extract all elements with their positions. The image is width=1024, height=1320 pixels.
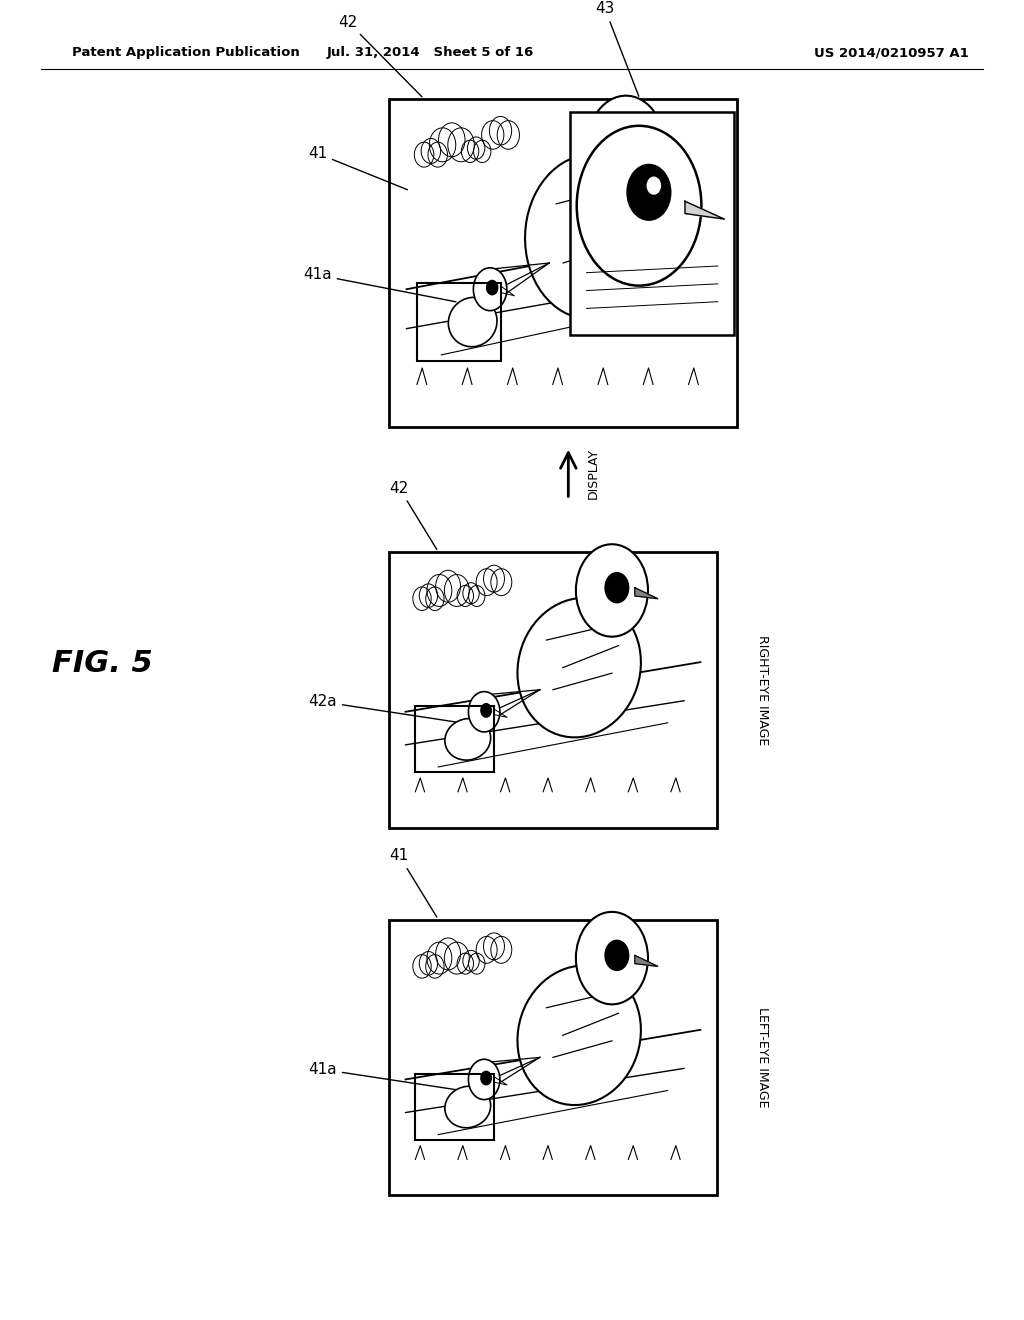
Text: Jul. 31, 2014   Sheet 5 of 16: Jul. 31, 2014 Sheet 5 of 16 bbox=[327, 46, 534, 59]
Circle shape bbox=[468, 692, 500, 733]
Polygon shape bbox=[650, 141, 675, 154]
Circle shape bbox=[605, 941, 629, 970]
Bar bbox=[570, 112, 734, 335]
Text: 42: 42 bbox=[390, 480, 437, 549]
Polygon shape bbox=[635, 956, 657, 966]
Text: Patent Application Publication: Patent Application Publication bbox=[72, 46, 299, 59]
Ellipse shape bbox=[444, 718, 490, 760]
Text: FIG. 5: FIG. 5 bbox=[52, 649, 153, 678]
Text: 41a: 41a bbox=[303, 268, 456, 302]
Circle shape bbox=[618, 125, 643, 157]
Text: 41: 41 bbox=[390, 849, 437, 917]
Circle shape bbox=[628, 165, 671, 219]
Circle shape bbox=[575, 912, 648, 1005]
Text: RIGHT-EYE IMAGE: RIGHT-EYE IMAGE bbox=[757, 635, 769, 744]
Text: 42a: 42a bbox=[308, 694, 459, 722]
Ellipse shape bbox=[517, 966, 641, 1105]
Polygon shape bbox=[635, 587, 657, 599]
Text: 41: 41 bbox=[308, 147, 408, 190]
Text: US 2014/0210957 A1: US 2014/0210957 A1 bbox=[813, 46, 969, 59]
Ellipse shape bbox=[525, 154, 657, 319]
Text: DISPLAY: DISPLAY bbox=[587, 447, 600, 499]
Circle shape bbox=[486, 280, 498, 294]
Text: 41a: 41a bbox=[308, 1061, 459, 1090]
Circle shape bbox=[481, 704, 492, 717]
Bar bbox=[389, 99, 737, 428]
Bar bbox=[389, 920, 717, 1195]
Bar bbox=[416, 1074, 494, 1140]
Circle shape bbox=[473, 268, 507, 310]
Text: LEFT-EYE IMAGE: LEFT-EYE IMAGE bbox=[757, 1007, 769, 1107]
Circle shape bbox=[605, 573, 629, 602]
Bar bbox=[389, 552, 717, 828]
Circle shape bbox=[647, 177, 660, 194]
Circle shape bbox=[481, 1072, 492, 1085]
Circle shape bbox=[468, 1059, 500, 1100]
Text: 42: 42 bbox=[339, 15, 422, 96]
Bar bbox=[417, 282, 501, 362]
Polygon shape bbox=[685, 201, 724, 219]
Ellipse shape bbox=[444, 1086, 490, 1127]
Circle shape bbox=[588, 95, 665, 194]
Circle shape bbox=[577, 125, 701, 285]
Bar bbox=[416, 706, 494, 772]
Text: 43: 43 bbox=[595, 1, 639, 96]
Ellipse shape bbox=[449, 297, 497, 347]
Ellipse shape bbox=[517, 598, 641, 738]
Circle shape bbox=[575, 544, 648, 636]
